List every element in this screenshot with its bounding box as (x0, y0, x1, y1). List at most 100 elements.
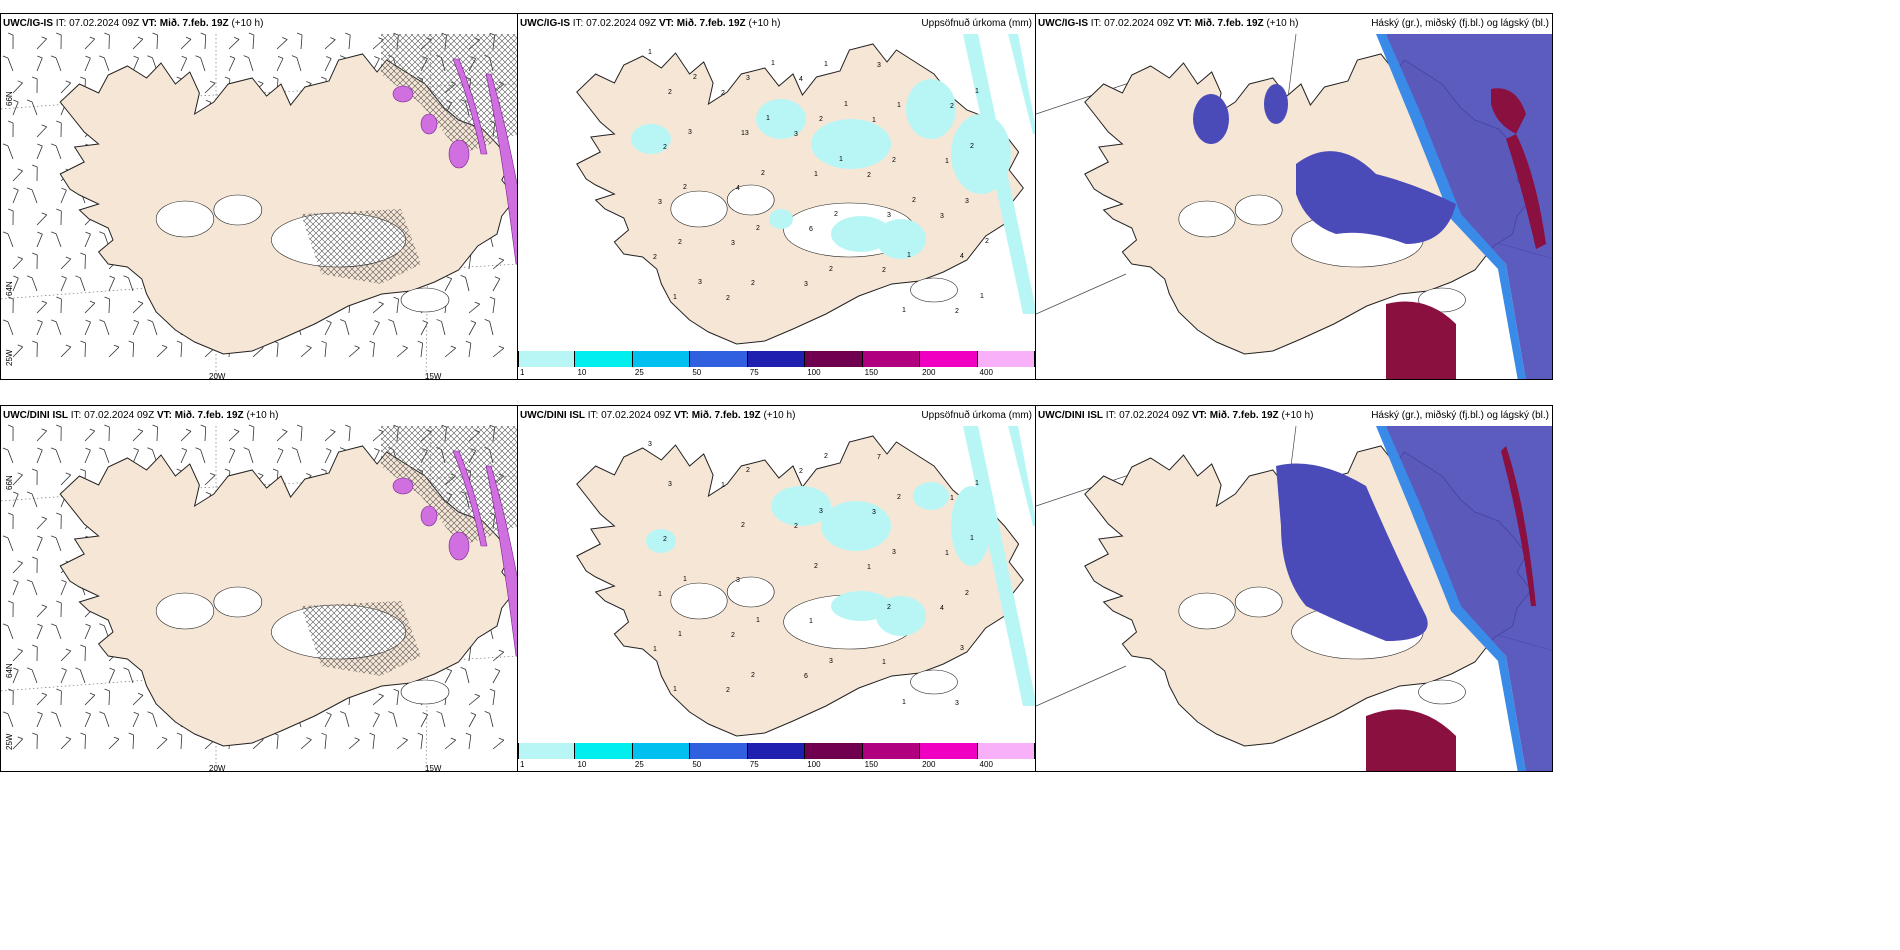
wind-barb-flag (291, 447, 298, 450)
wind-barb-flag (65, 256, 71, 260)
wind-barb (420, 343, 424, 358)
wind-barb-flag (89, 36, 95, 40)
precip-value-label: 1 (970, 535, 974, 542)
wind-barb (60, 277, 67, 292)
wind-barb (79, 277, 86, 292)
precip-value-label: 2 (955, 308, 959, 315)
precip-value-label: 13 (741, 130, 749, 137)
wind-barb (55, 145, 62, 160)
wind-barb-flag (330, 429, 336, 432)
wind-barb-flag (99, 55, 105, 59)
wind-barb-flag (161, 344, 168, 348)
wind-barb (468, 303, 481, 314)
panel-title: UWC/IG-IS IT: 07.02.2024 09Z VT: Mið. 7.… (1038, 18, 1299, 29)
wind-barb-flag (378, 693, 384, 697)
colorbar-tick-label: 100 (807, 368, 821, 377)
precip-value-label: 1 (766, 115, 770, 122)
wind-barb-flag (89, 692, 96, 696)
glacier (910, 277, 958, 303)
wind-barb (392, 713, 398, 728)
wind-barb (396, 347, 408, 358)
wind-barb-flag (147, 711, 153, 715)
precip-value-label: 1 (902, 699, 906, 706)
wind-barb (108, 738, 120, 750)
wind-barb (31, 277, 38, 292)
wind-barb (465, 277, 470, 292)
wind-barb (344, 321, 350, 336)
wind-barb-flag (147, 319, 153, 323)
wind-barb-flag (2, 143, 9, 147)
wind-barb (276, 39, 288, 50)
wind-barb (104, 321, 110, 336)
glacier (1234, 586, 1283, 618)
colorbar-swatch (977, 351, 1035, 367)
precip-areas (631, 34, 1035, 314)
wind-barb-flag (388, 711, 394, 714)
wind-barb (12, 474, 23, 486)
wind-barb-flag (465, 732, 471, 736)
precip-value-label: 2 (693, 74, 697, 81)
glacier (213, 586, 263, 618)
panel-subtitle: Uppsöfnuð úrkoma (mm) (921, 18, 1032, 29)
hatched-area (381, 34, 517, 154)
wind-barb (12, 101, 19, 116)
wind-barb (468, 735, 472, 750)
lat-label-66: 66N (5, 475, 14, 490)
wind-barb-flag (340, 319, 346, 322)
precip-value-label: 1 (673, 294, 677, 301)
wind-band (485, 465, 517, 657)
wind-barb (108, 298, 110, 314)
wind-barb-flag (133, 711, 139, 715)
wind-barb-flag (354, 737, 360, 741)
wind-barb (300, 347, 312, 358)
wind-barb-flag (176, 340, 182, 344)
wind-barb-flag (374, 320, 380, 323)
wind-barb (252, 427, 255, 442)
colorbar-swatch (977, 743, 1035, 759)
wind-barb-flag (41, 300, 47, 304)
wind-barb-flag (51, 623, 57, 627)
wind-barb (152, 713, 158, 728)
wind-barb (36, 233, 43, 248)
wind-barb (7, 449, 14, 464)
wind-barb-flag (65, 648, 71, 652)
wind-barb-flag (306, 81, 312, 84)
wind-barb-flag (402, 737, 408, 741)
wind-barb (132, 449, 139, 464)
wind-barb (204, 474, 216, 486)
wind-barb (108, 346, 120, 358)
precip-value-label: 4 (736, 185, 740, 192)
precip-value-label: 2 (970, 143, 974, 150)
precip-map: 3 1 2 1 4 1 2 2 3 1 1 2 6 7 1 2 3 1 1 3 3 2 2 2 3 1 2 3 3 2 1 2 2 2 1 1 1 3 1 1 (576, 426, 1035, 737)
wind-barb (348, 739, 360, 750)
panel-subtitle: Háský (gr.), miðský (fj.bl.) og lágský (… (1371, 410, 1549, 421)
wind-barb-flag (26, 99, 33, 103)
wind-barb-flag (258, 81, 264, 84)
wind-barb-flag (56, 32, 62, 36)
precip-value-label: 2 (761, 170, 765, 177)
wind-barb-flag (326, 712, 332, 715)
wind-barb-flag (17, 648, 23, 652)
glacier (400, 287, 450, 313)
wind-barb-flag (498, 257, 504, 261)
wind-barb-flag (37, 447, 43, 451)
wind-barb-flag (37, 535, 43, 539)
precip-value-label: 1 (882, 659, 886, 666)
precip-value-label: 1 (648, 49, 652, 56)
wind-barb (55, 537, 62, 552)
colorbar-swatch (805, 351, 863, 367)
wind-barb-flag (422, 320, 428, 324)
wind-barb-flag (436, 319, 442, 322)
wind-barb-flag (61, 275, 67, 279)
wind-barb (296, 57, 302, 72)
wind-barb (324, 58, 332, 72)
high-cloud-area (1264, 84, 1288, 124)
panel-title: UWC/DINI ISL IT: 07.02.2024 09Z VT: Mið.… (1038, 410, 1314, 421)
wind-barb (324, 431, 336, 442)
wind-barb-flag (345, 32, 351, 36)
wind-barb-flag (32, 340, 38, 344)
precip-area (906, 79, 956, 139)
wind-barb-flag (446, 276, 452, 280)
wind-barb-flag (99, 319, 105, 323)
wind-barb (372, 343, 375, 358)
